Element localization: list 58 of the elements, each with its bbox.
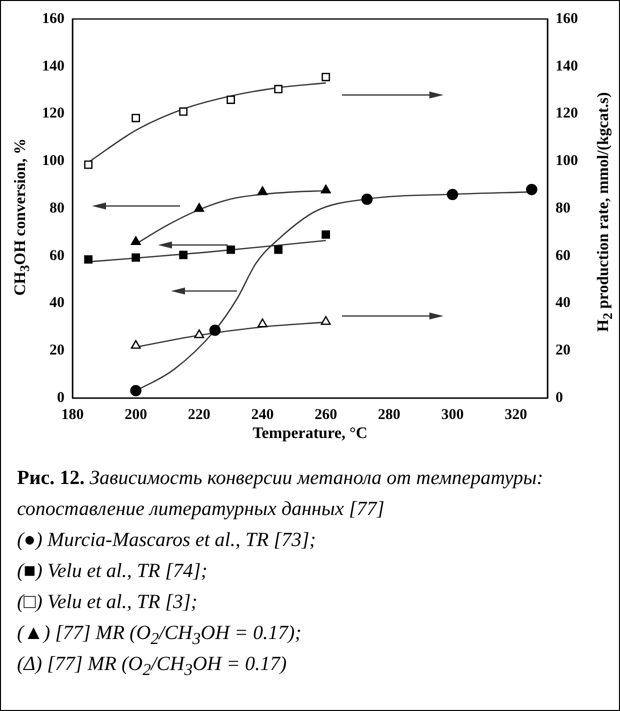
y2-tick-label: 100 — [556, 153, 578, 169]
x-tick-label: 280 — [378, 406, 400, 423]
y2-tick-label: 140 — [556, 58, 578, 74]
x-tick-label: 300 — [441, 406, 464, 423]
y2-tick-label: 160 — [556, 10, 578, 27]
point — [361, 194, 373, 205]
y2-tick-label: 0 — [556, 390, 563, 406]
x-tick-label: 320 — [504, 406, 528, 423]
x-tick-label: 180 — [61, 406, 84, 423]
point — [322, 230, 330, 239]
x-tick-label: 200 — [124, 406, 148, 423]
x-tick-label: 240 — [251, 406, 274, 423]
point — [179, 250, 188, 260]
point — [194, 203, 204, 212]
point — [132, 114, 140, 122]
y-tick-label: 120 — [42, 106, 64, 122]
y-tick-label: 100 — [42, 153, 64, 169]
y-tick-label: 20 — [50, 342, 64, 358]
point — [322, 72, 330, 82]
y-tick-label: 80 — [50, 200, 64, 216]
y2-tick-label: 120 — [556, 106, 578, 122]
text: (●) Murcia-Mascaros et al., TR [73]; — [17, 529, 316, 551]
point — [274, 84, 283, 94]
y-tick-label: 40 — [50, 295, 64, 312]
x-axis-title: Temperature, °C — [252, 425, 368, 443]
point — [209, 324, 221, 336]
point — [226, 96, 236, 104]
point — [130, 340, 141, 349]
point — [446, 188, 458, 200]
y2-tick-label: 20 — [556, 342, 570, 358]
point — [194, 329, 204, 338]
point — [526, 184, 538, 196]
point — [84, 255, 93, 264]
point — [320, 316, 331, 325]
y-tick-label: 140 — [42, 58, 64, 74]
y2-tick-label: 60 — [556, 248, 570, 264]
y-tick-label: 60 — [50, 248, 64, 264]
point — [320, 184, 331, 194]
text: (Δ) [77] MR (O$_{2}$/CH$_{3}$OH = 0.17) — [17, 653, 287, 679]
point — [258, 318, 268, 328]
y-tick-label: 160 — [42, 10, 64, 27]
x-tick-label: 260 — [314, 406, 338, 423]
point — [132, 253, 140, 262]
y-tick-label: 0 — [57, 390, 64, 406]
point — [258, 186, 268, 196]
point — [130, 236, 141, 246]
y2-tick-label: 80 — [556, 200, 570, 216]
text: (■) Velu et al., TR [74]; — [17, 560, 208, 582]
point — [274, 246, 283, 254]
text: (▲) [77] MR (O$_{2}$/CH$_{3}$OH = 0.17); — [17, 622, 302, 648]
point — [130, 385, 142, 396]
text: Рис. 12. Зависимость конверсии метанола от температуры: сопоставление литературных данных [77] — [17, 467, 544, 520]
x-tick-label: 220 — [188, 406, 210, 423]
point — [84, 160, 93, 169]
text: (□) Velu et al., TR [3]; — [17, 591, 198, 613]
y2-tick-label: 40 — [556, 295, 570, 312]
point — [179, 107, 188, 116]
point — [226, 246, 236, 254]
